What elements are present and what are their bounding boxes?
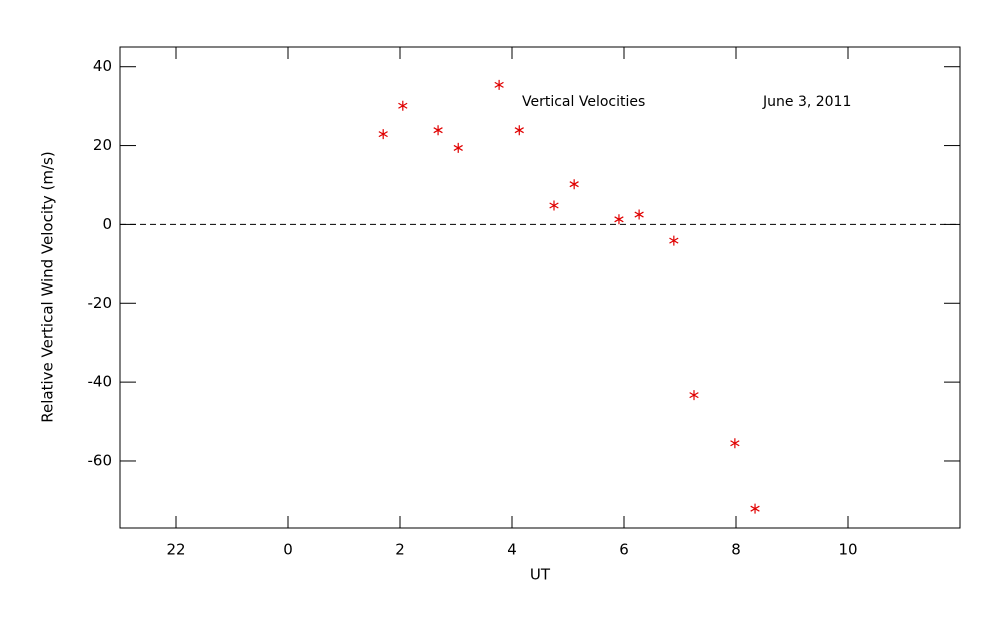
x-axis-label: UT xyxy=(530,566,551,584)
point xyxy=(689,390,699,401)
x-tick-label: 10 xyxy=(838,541,857,559)
point xyxy=(398,100,408,111)
x-tick-label: 6 xyxy=(619,541,629,559)
point xyxy=(634,209,644,220)
point xyxy=(514,125,524,136)
annotation: June 3, 2011 xyxy=(762,94,851,110)
point xyxy=(549,200,559,211)
point xyxy=(750,503,760,514)
y-tick-label: -40 xyxy=(88,373,113,391)
y-tick-label: 20 xyxy=(93,136,112,154)
x-tick-label: 4 xyxy=(507,541,517,559)
x-tick-label: 0 xyxy=(283,541,293,559)
point xyxy=(453,142,463,153)
point xyxy=(614,214,624,225)
y-axis-label: Relative Vertical Wind Velocity (m/s) xyxy=(39,151,57,422)
x-tick-label: 22 xyxy=(166,541,185,559)
y-tick-label: 0 xyxy=(102,215,112,233)
point xyxy=(433,125,443,136)
point xyxy=(569,179,579,190)
y-tick-label: 40 xyxy=(93,57,112,75)
point xyxy=(378,129,388,140)
y-tick-label: -60 xyxy=(88,451,113,469)
point xyxy=(669,235,679,246)
annotation: Vertical Velocities xyxy=(522,94,645,110)
plot-frame xyxy=(119,46,961,529)
y-tick-label: -20 xyxy=(88,294,113,312)
point xyxy=(730,438,740,449)
x-tick-label: 2 xyxy=(395,541,405,559)
point xyxy=(494,79,504,90)
x-tick-label: 8 xyxy=(731,541,741,559)
